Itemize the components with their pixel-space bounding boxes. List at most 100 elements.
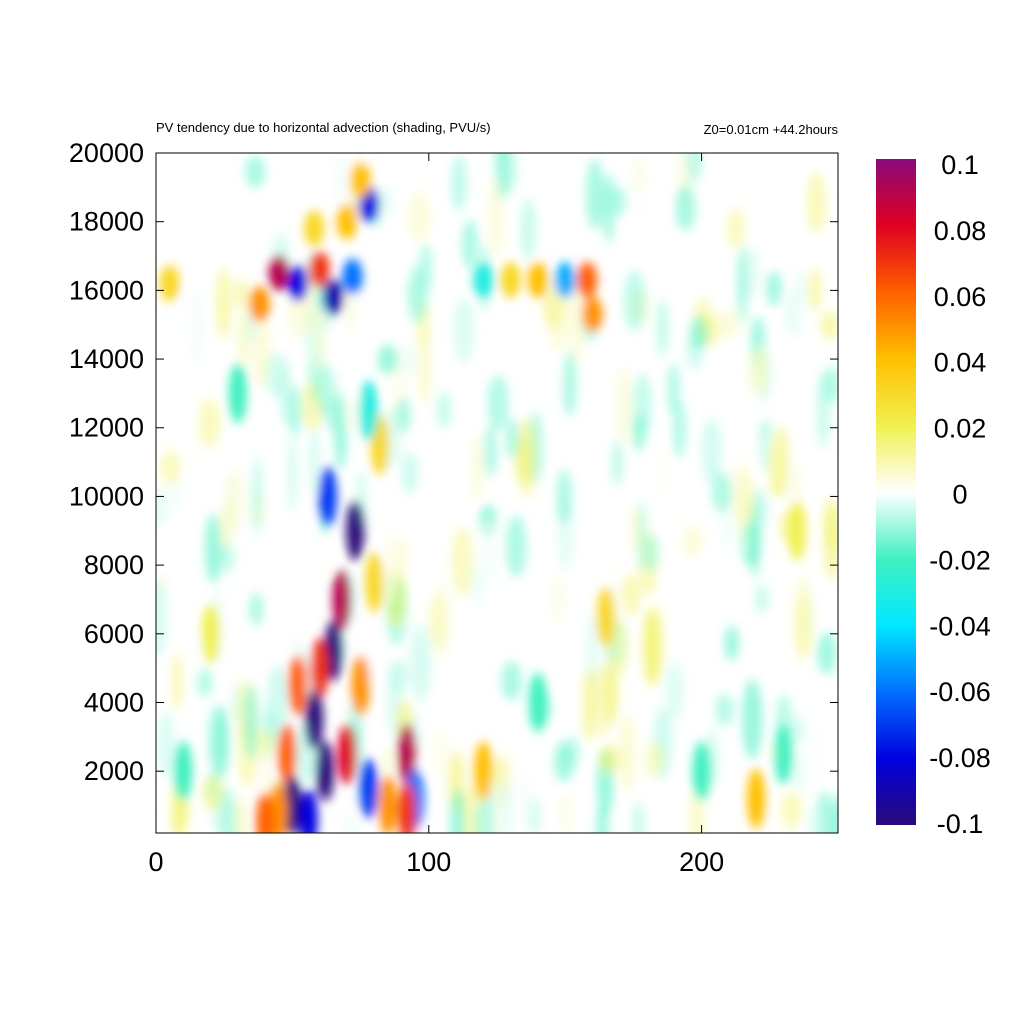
field-feature-cell	[228, 363, 247, 424]
colorbar-tick-label: 0.02	[934, 414, 987, 444]
y-tick-label: 12000	[69, 413, 144, 443]
field-feature-cell	[359, 380, 378, 441]
field-background-cell	[471, 435, 484, 502]
field-background-cell	[205, 513, 223, 584]
field-background-cell	[755, 583, 769, 615]
field-background-cell	[433, 584, 450, 659]
field-feature-cell	[337, 724, 356, 785]
field-feature-cell	[310, 638, 329, 699]
field-background-cell	[156, 487, 167, 526]
field-background-cell	[642, 607, 659, 687]
field-feature-cell	[269, 782, 288, 833]
field-background-cell	[608, 186, 628, 216]
field-background-cell	[436, 391, 452, 429]
field-background-cell	[483, 426, 497, 478]
field-background-cell	[243, 684, 259, 760]
field-background-cell	[550, 369, 562, 398]
field-background-cell	[396, 396, 411, 433]
field-background-cell	[672, 493, 684, 527]
field-background-cell	[451, 527, 474, 598]
field-background-cell	[312, 305, 328, 378]
field-background-cell	[656, 298, 669, 357]
field-feature-cell	[747, 768, 766, 829]
field-background-cell	[769, 438, 783, 498]
field-background-cell	[216, 267, 231, 339]
field-background-cell	[234, 278, 248, 309]
y-tick-label: 14000	[69, 344, 144, 374]
field-background-cell	[235, 796, 246, 833]
field-background-cell	[784, 290, 802, 338]
field-background-cell	[556, 469, 572, 525]
y-tick-label: 2000	[84, 756, 144, 786]
y-tick-label: 4000	[84, 687, 144, 717]
x-tick-label: 100	[406, 847, 451, 877]
field-background-cell	[345, 390, 362, 434]
field-feature-cell	[316, 741, 335, 802]
chart-title: PV tendency due to horizontal advection …	[156, 120, 491, 135]
field-background-cell	[667, 363, 680, 415]
field-feature-cell	[174, 741, 193, 802]
field-feature-cell	[318, 466, 337, 527]
y-tick-label: 10000	[69, 481, 144, 511]
field-background-cell	[181, 283, 195, 340]
field-background-cell	[377, 344, 399, 375]
field-feature-cell	[342, 258, 363, 295]
y-tick-label: 8000	[84, 550, 144, 580]
field-background-cell	[383, 525, 398, 606]
field-feature-cell	[774, 724, 793, 785]
field-background-cell	[598, 745, 620, 774]
field-background-cell	[160, 449, 181, 486]
field-background-cell	[409, 192, 430, 242]
field-feature-cell	[577, 262, 598, 299]
field-background-cell	[689, 315, 708, 350]
field-background-cell	[784, 462, 804, 507]
field-background-cell	[644, 741, 664, 777]
x-tick-label: 0	[148, 847, 163, 877]
field-background-cell	[619, 715, 635, 793]
field-background-cell	[487, 375, 509, 431]
field-background-cell	[288, 386, 302, 437]
field-background-cell	[245, 155, 266, 188]
field-background-cell	[741, 519, 752, 558]
field-feature-cell	[332, 569, 351, 630]
field-background-cell	[196, 667, 213, 697]
field-background-cell	[256, 728, 275, 757]
field-background-cell	[198, 398, 221, 448]
field-background-cell	[474, 797, 495, 833]
field-feature-cell	[249, 286, 270, 323]
field-background-cell	[279, 359, 291, 424]
colorbar-tick-label: -0.04	[929, 611, 991, 641]
field-feature-cell	[201, 603, 220, 664]
field-background-cell	[701, 417, 722, 485]
colorbar-bar	[876, 159, 916, 825]
field-background-cell	[675, 184, 696, 231]
field-feature-cell	[692, 741, 711, 802]
field-feature-cell	[351, 655, 370, 716]
field-background-cell	[554, 740, 574, 782]
field-background-cell	[562, 351, 577, 417]
field-background-cell	[453, 297, 475, 364]
field-background-cell	[308, 426, 321, 496]
field-feature-cell	[336, 203, 357, 240]
colorbar-tick-label: -0.1	[937, 809, 984, 839]
field-background-cell	[802, 722, 823, 802]
field-feature-cell	[378, 775, 397, 833]
field-background-cell	[462, 219, 479, 270]
plot-area: 2000400060008000100001200014000160001800…	[69, 138, 839, 877]
field-feature-cell	[474, 741, 493, 802]
field-background-cell	[806, 807, 823, 833]
field-background-cell	[517, 417, 537, 496]
field-background-cell	[604, 659, 619, 725]
field-background-cell	[726, 208, 746, 249]
field-background-cell	[249, 592, 264, 626]
field-background-cell	[505, 515, 527, 578]
field-feature-cell	[346, 500, 365, 561]
field-background-cell	[623, 269, 646, 332]
field-feature-cell	[788, 500, 807, 561]
field-background-cell	[806, 172, 826, 234]
field-background-cell	[794, 576, 812, 642]
field-background-cell	[410, 624, 432, 702]
field-background-cell	[737, 244, 748, 325]
field-background-cell	[733, 435, 746, 513]
